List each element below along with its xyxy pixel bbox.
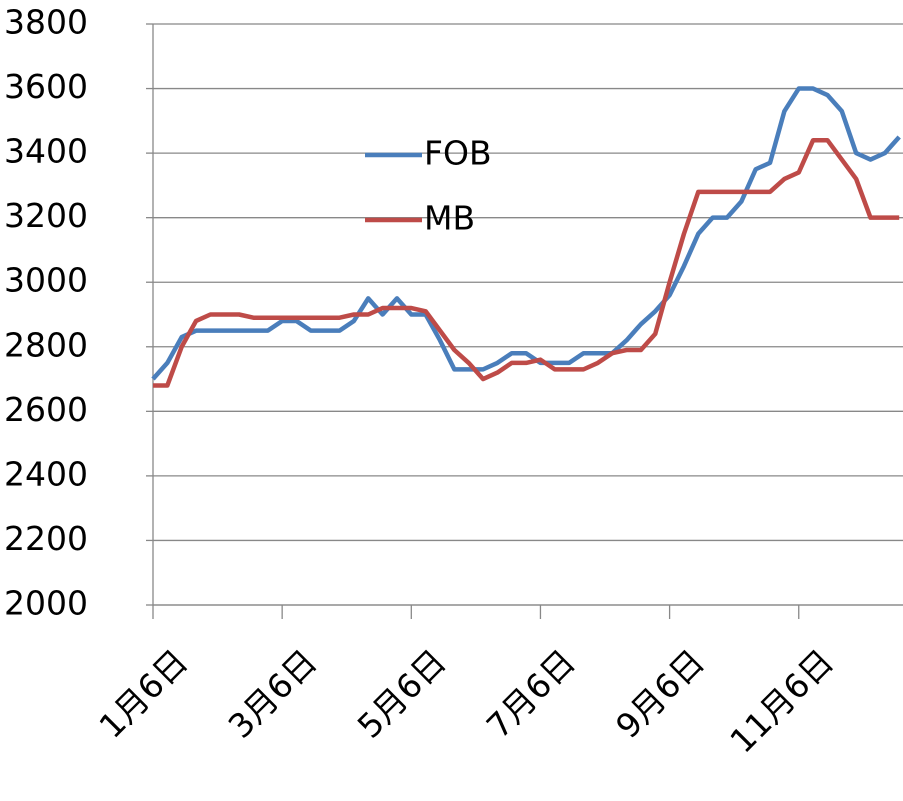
legend-label: MB — [424, 199, 475, 238]
y-tick-label: 3800 — [4, 3, 88, 42]
y-tick-label: 2400 — [4, 454, 88, 493]
x-tick-label: 3月6日 — [221, 642, 325, 746]
y-tick-label: 2000 — [4, 584, 88, 623]
x-tick-label: 9月6日 — [608, 642, 712, 746]
y-tick-label: 3000 — [4, 261, 88, 300]
y-tick-label: 3200 — [4, 196, 88, 235]
y-tick-label: 2800 — [4, 325, 88, 364]
legend-label: FOB — [424, 134, 492, 173]
x-tick-label: 11月6日 — [722, 642, 841, 761]
y-tick-label: 3600 — [4, 67, 88, 106]
x-tick-label: 7月6日 — [479, 642, 583, 746]
x-tick-label: 5月6日 — [350, 642, 454, 746]
y-tick-label: 2600 — [4, 390, 88, 429]
series-line — [151, 86, 901, 381]
y-tick-label: 2200 — [4, 519, 88, 558]
y-tick-label: 3400 — [4, 132, 88, 171]
x-tick-label: 1月6日 — [91, 642, 195, 746]
series-line — [153, 137, 900, 388]
